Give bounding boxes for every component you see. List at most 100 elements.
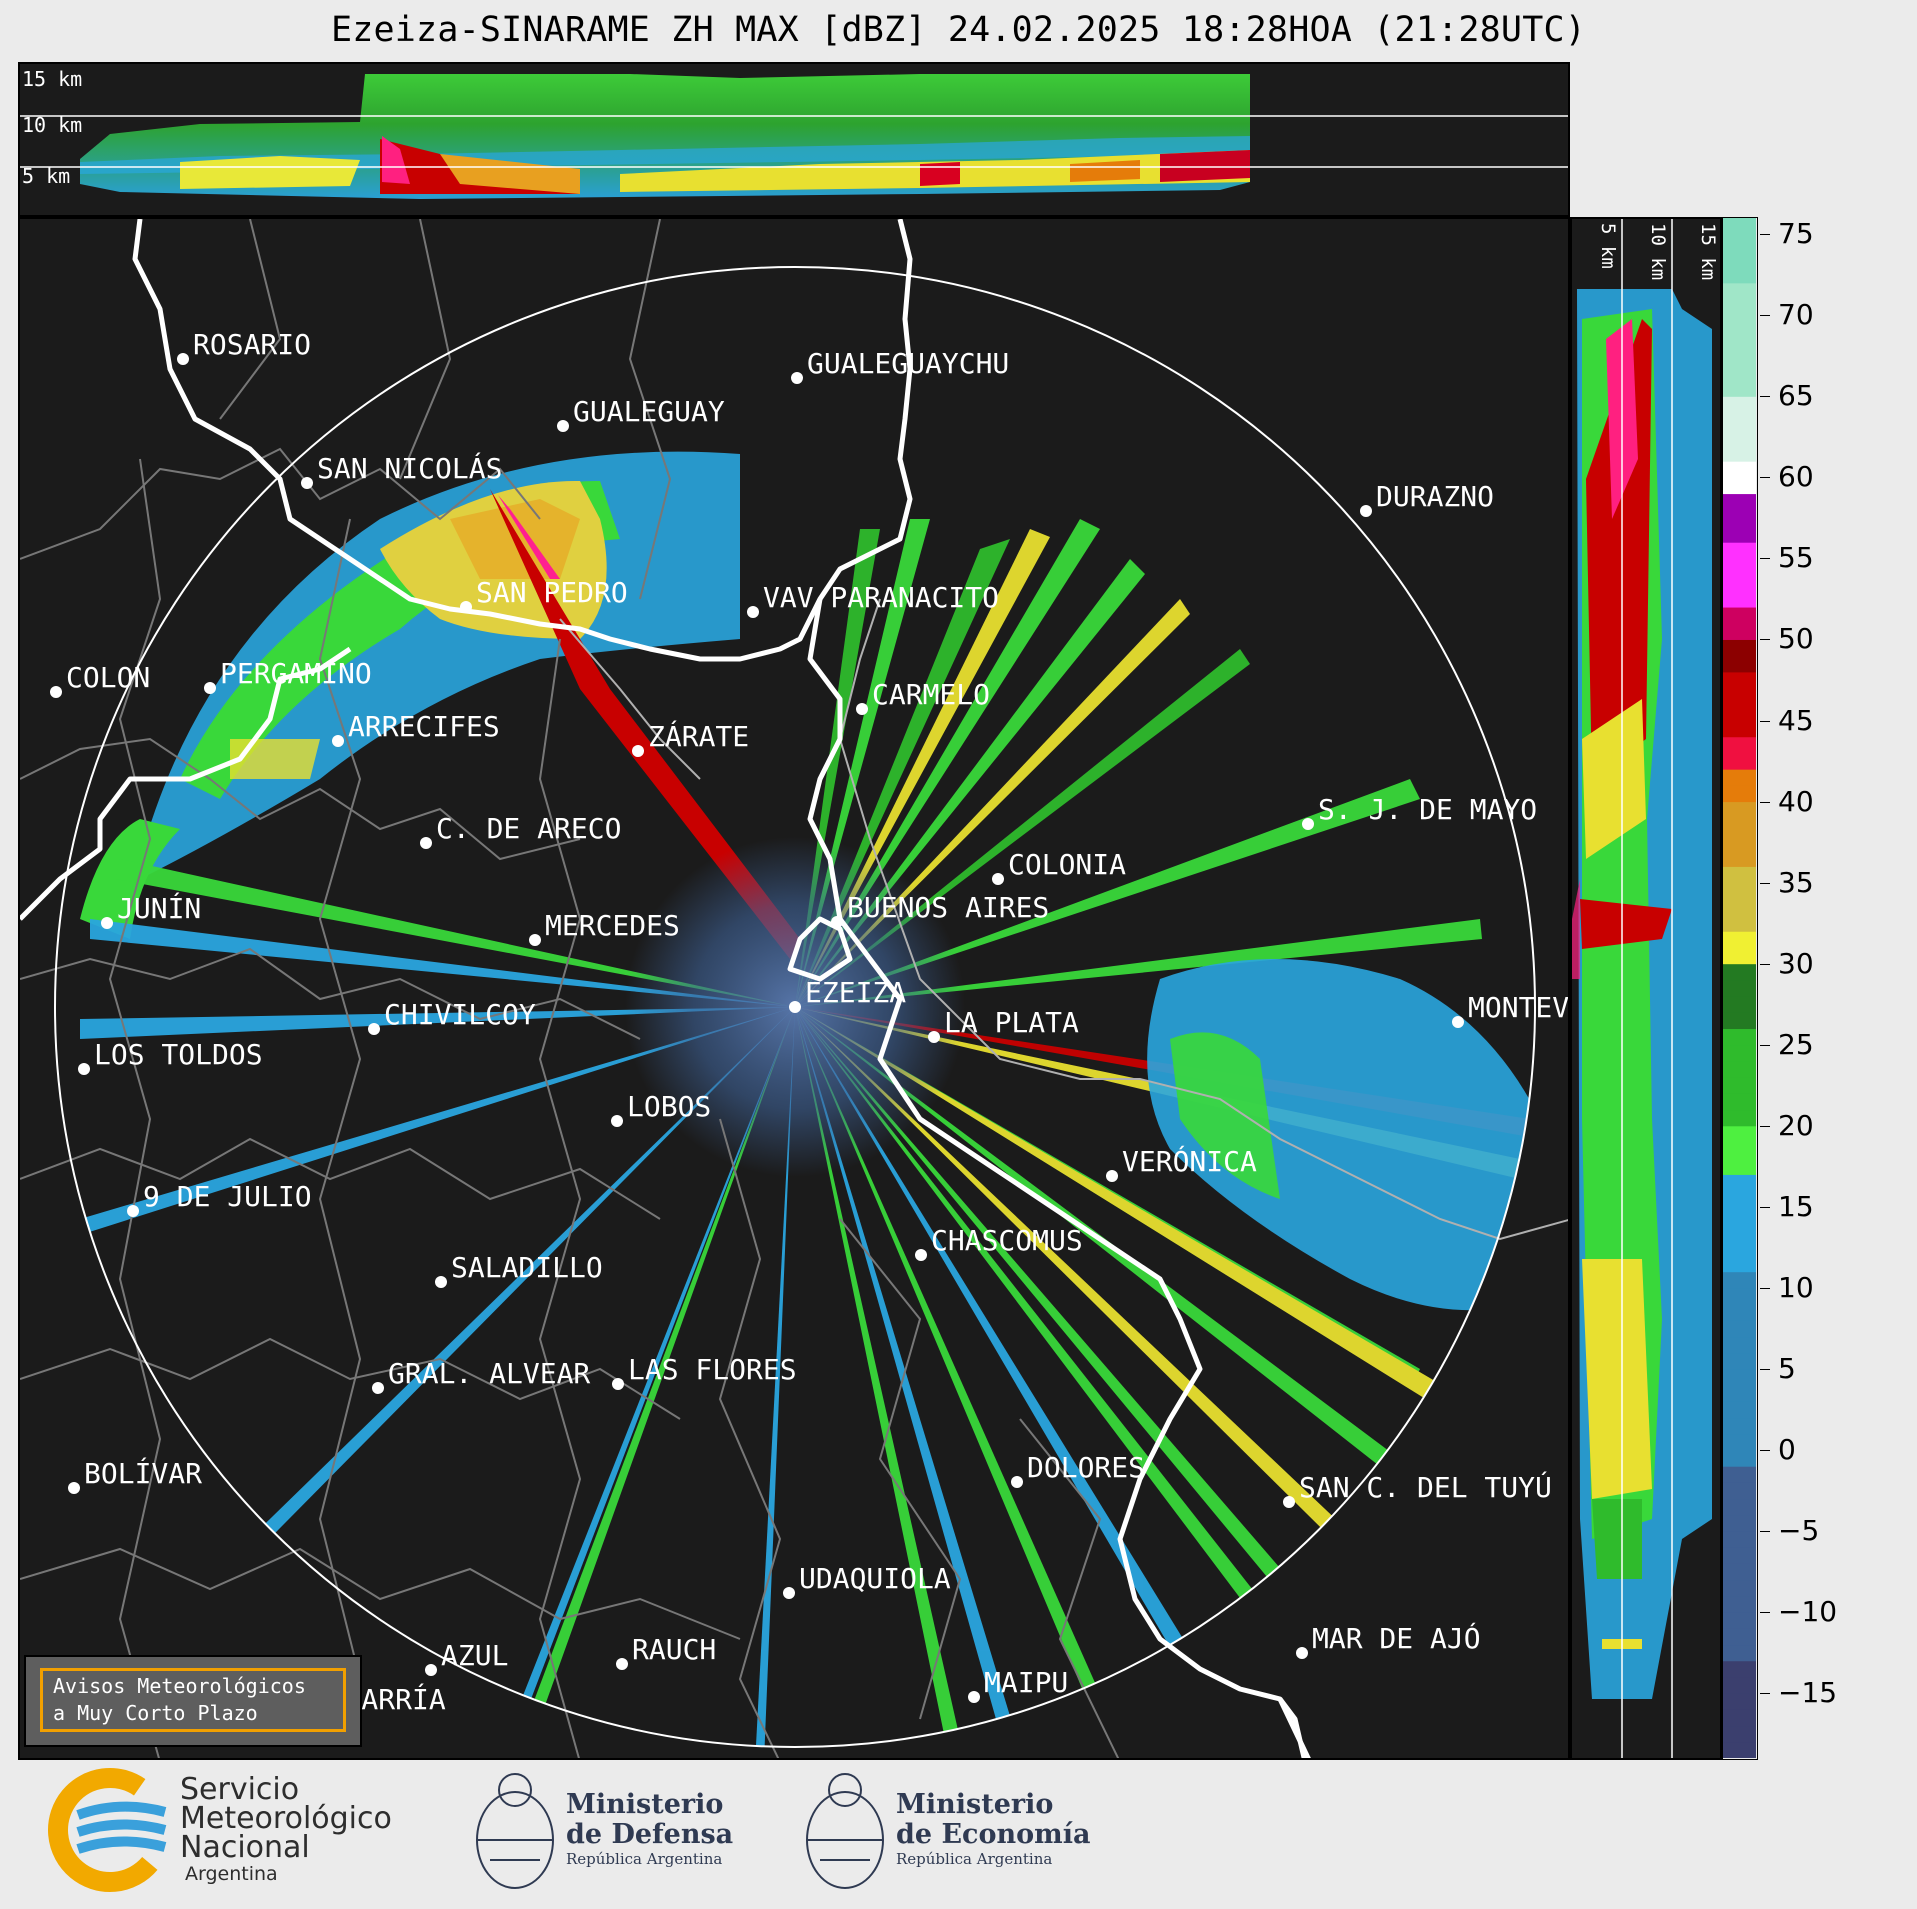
colorbar-band <box>1723 1741 1756 1759</box>
colorbar-band <box>1723 882 1756 900</box>
logo-graphics <box>48 1768 884 1892</box>
colorbar-band <box>1723 1385 1756 1402</box>
city-label: LA PLATA <box>944 1006 1079 1039</box>
colorbar-band <box>1723 1628 1756 1646</box>
colorbar-band <box>1723 1514 1756 1532</box>
colorbar-band <box>1723 1044 1756 1062</box>
city-marker-dot <box>435 1276 447 1288</box>
colorbar-band <box>1723 234 1756 251</box>
city-label: GUALEGUAYCHU <box>807 347 1009 380</box>
colorbar-band <box>1723 1077 1756 1094</box>
colorbar-band <box>1723 1579 1756 1597</box>
city-marker-dot <box>616 1658 628 1670</box>
side-label-5km: 5 km <box>1597 223 1619 269</box>
department-boundaries <box>20 219 1120 1758</box>
colorbar-tick-label: 30 <box>1778 946 1814 980</box>
ministry-economia-sub: República Argentina <box>896 1850 1053 1868</box>
ministry-defensa-line: de Defensa <box>566 1819 734 1850</box>
colorbar-band <box>1723 1417 1756 1435</box>
city-label: LOBOS <box>627 1090 711 1123</box>
colorbar-band <box>1723 1352 1756 1370</box>
colorbar-ticks: 75 70 65 60 55 50 45 40 35 30 25 20 15 10 5 0 −5 −10 −15 <box>1760 217 1870 1760</box>
city-label: MAIPU <box>984 1666 1068 1699</box>
colorbar-tick-label: 40 <box>1778 784 1814 818</box>
smn-name-line: Meteorológico <box>180 1801 392 1836</box>
city-label: SAN C. DEL TUYÚ <box>1299 1470 1552 1504</box>
side-cross-section-plot: 5 km 10 km 15 km <box>1572 219 1719 1758</box>
colorbar-band <box>1723 866 1756 884</box>
colorbar-band <box>1723 898 1756 916</box>
colorbar-band <box>1723 1725 1756 1743</box>
colorbar-band <box>1723 1223 1756 1240</box>
colorbar-band <box>1723 850 1756 867</box>
colorbar-tick-label: 0 <box>1778 1433 1796 1466</box>
side-label-10km: 10 km <box>1647 223 1669 280</box>
city-label: JUNÍN <box>117 891 201 925</box>
city-marker-dot <box>1302 818 1314 830</box>
colorbar-band <box>1723 590 1756 608</box>
colorbar-band <box>1723 363 1756 381</box>
city-marker-dot <box>78 1063 90 1075</box>
colorbar-band <box>1723 1644 1756 1662</box>
ministry-economia-line: de Economía <box>896 1819 1091 1850</box>
colorbar-band <box>1723 1239 1756 1256</box>
radar-map-panel[interactable]: ROSARIO GUALEGUAYCHU GUALEGUAY SAN NICOLÁS D… <box>18 217 1570 1760</box>
ministry-defensa-sub: República Argentina <box>566 1850 723 1868</box>
colorbar-band <box>1723 250 1756 268</box>
colorbar-band <box>1723 412 1756 430</box>
smn-name: Servicio Meteorológico Nacional <box>180 1775 392 1865</box>
colorbar-band <box>1723 444 1756 462</box>
city-label: AZUL <box>441 1639 508 1672</box>
city-label: COLON <box>66 661 150 694</box>
city-markers: ROSARIO GUALEGUAYCHU GUALEGUAY SAN NICOLÁS D… <box>50 328 1568 1717</box>
colorbar-band <box>1723 1660 1756 1678</box>
city-marker-dot <box>68 1482 80 1494</box>
radar-map[interactable]: ROSARIO GUALEGUAYCHU GUALEGUAY SAN NICOLÁS D… <box>20 219 1570 1760</box>
city-marker-dot <box>612 1378 624 1390</box>
colorbar-band <box>1723 1595 1756 1613</box>
city-marker-dot <box>50 686 62 698</box>
colorbar-band <box>1723 1012 1756 1030</box>
city-marker-dot <box>611 1115 623 1127</box>
ministry-economia-line: Ministerio <box>896 1789 1054 1820</box>
colorbar-band <box>1723 801 1756 819</box>
warning-badge[interactable]: Avisos Meteorológicos a Muy Corto Plazo <box>24 1655 362 1747</box>
smn-country: Argentina <box>185 1863 278 1885</box>
city-label: VAV PARANACITO <box>763 581 999 614</box>
city-label: S. J. DE MAYO <box>1318 793 1537 826</box>
colorbar-band <box>1723 1206 1756 1224</box>
city-marker-dot <box>425 1664 437 1676</box>
smn-name-line: Nacional <box>180 1830 310 1865</box>
city-marker-dot <box>368 1023 380 1035</box>
colorbar-band <box>1723 1190 1756 1208</box>
colorbar-band <box>1723 1563 1756 1581</box>
colorbar-band <box>1723 688 1756 705</box>
colorbar-band <box>1723 1060 1756 1078</box>
map-title: Ezeiza-SINARAME ZH MAX [dBZ] 24.02.2025 … <box>330 10 1587 50</box>
colorbar-band <box>1723 720 1756 738</box>
city-marker-dot <box>791 372 803 384</box>
colorbar-band <box>1723 1709 1756 1727</box>
city-marker-dot <box>101 917 113 929</box>
city-label: SAN PEDRO <box>476 576 628 609</box>
colorbar-band <box>1723 1693 1756 1710</box>
city-marker-dot <box>992 873 1004 885</box>
colorbar-tick-label: −15 <box>1778 1676 1838 1710</box>
city-marker-dot <box>177 353 189 365</box>
city-marker-dot <box>783 1587 795 1599</box>
colorbar <box>1722 217 1758 1760</box>
colorbar-band <box>1723 331 1756 349</box>
colorbar-band <box>1723 526 1756 543</box>
city-label: GUALEGUAY <box>573 395 725 428</box>
city-marker-dot <box>460 601 472 613</box>
city-marker-dot <box>1106 1170 1118 1182</box>
city-label: C. DE ARECO <box>436 812 621 845</box>
top-label-10km: 10 km <box>22 113 82 137</box>
city-label: PERGAMINO <box>220 657 372 690</box>
colorbar-tick-label: 60 <box>1778 460 1814 494</box>
colorbar-band <box>1723 1466 1756 1483</box>
warning-badge-frame[interactable]: Avisos Meteorológicos a Muy Corto Plazo <box>40 1668 346 1732</box>
colorbar-band <box>1723 834 1756 851</box>
colorbar-band <box>1723 509 1756 527</box>
city-marker-dot <box>632 745 644 757</box>
